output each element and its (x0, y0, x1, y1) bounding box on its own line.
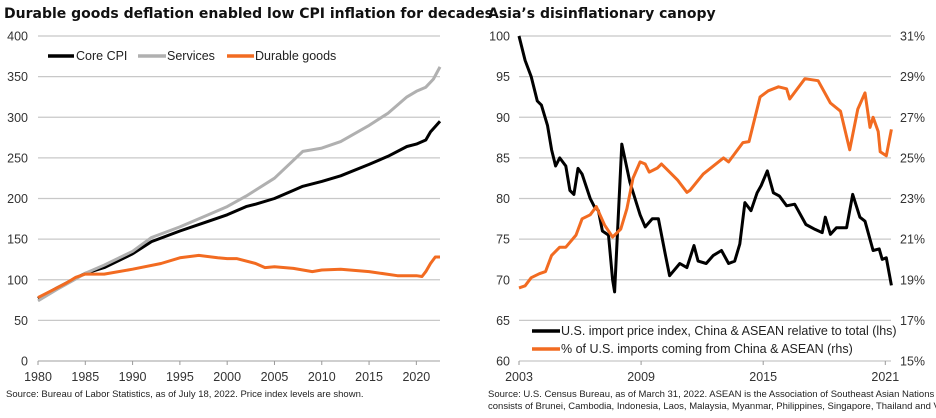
left-chart-title: Durable goods deflation enabled low CPI … (4, 6, 493, 22)
y-tick-label-100: 100 (7, 273, 28, 287)
right-y-tick-label-17: 17% (900, 314, 925, 328)
y-tick-label-200: 200 (7, 192, 28, 206)
right-source-note-line-1: Source: U.S. Census Bureau, as of March … (488, 389, 936, 400)
left-y-tick-label-90: 90 (496, 111, 510, 125)
right-y-tick-label-27: 27% (900, 111, 925, 125)
x-tick-label-2000: 2000 (213, 370, 241, 384)
left-y-tick-label-100: 100 (489, 30, 510, 44)
x-tick-label-2015: 2015 (749, 370, 777, 384)
y-tick-label-0: 0 (21, 355, 28, 369)
right-y-tick-label-31: 31% (900, 30, 925, 44)
legend-label-durable-goods: Durable goods (255, 49, 336, 63)
y-tick-label-350: 350 (7, 70, 28, 84)
left-y-tick-label-75: 75 (496, 233, 510, 247)
x-tick-label-2005: 2005 (261, 370, 289, 384)
x-tick-label-2021: 2021 (871, 370, 899, 384)
series-line-core-cpi (37, 120, 442, 300)
series-line-durable-goods (37, 253, 440, 299)
right-chart-title: Asia’s disinflationary canopy (488, 6, 716, 22)
left-y-tick-label-65: 65 (496, 314, 510, 328)
y-tick-label-150: 150 (7, 233, 28, 247)
legend-label-core-cpi: Core CPI (76, 49, 127, 63)
series-line-u-s-import-price-index-china-asean-relative-to-total-lhs (517, 35, 893, 294)
right-y-tick-label-15: 15% (900, 355, 925, 369)
y-tick-label-250: 250 (7, 151, 28, 165)
x-tick-label-2003: 2003 (505, 370, 533, 384)
x-tick-label-1990: 1990 (119, 370, 147, 384)
x-tick-label-1980: 1980 (24, 370, 52, 384)
right-y-tick-label-23: 23% (900, 192, 925, 206)
x-tick-label-2015: 2015 (355, 370, 383, 384)
x-tick-label-1995: 1995 (166, 370, 194, 384)
left-source-note: Source: Bureau of Labor Statistics, as o… (6, 389, 364, 400)
x-tick-label-2020: 2020 (402, 370, 430, 384)
y-tick-label-50: 50 (14, 314, 28, 328)
legend-label-import-price-index: U.S. import price index, China & ASEAN r… (561, 324, 897, 338)
legend-label-import-share: % of U.S. imports coming from China & AS… (561, 342, 853, 356)
series-line-services (37, 66, 442, 303)
left-y-tick-label-70: 70 (496, 273, 510, 287)
left-y-tick-label-95: 95 (496, 70, 510, 84)
left-series-lines (37, 66, 442, 303)
x-tick-label-2010: 2010 (308, 370, 336, 384)
left-y-tick-label-80: 80 (496, 192, 510, 206)
right-y-tick-label-29: 29% (900, 70, 925, 84)
legend-label-services: Services (167, 49, 215, 63)
y-tick-label-300: 300 (7, 111, 28, 125)
series-line-of-u-s-imports-coming-from-china-asean-rhs (518, 77, 893, 290)
right-y-tick-label-25: 25% (900, 151, 925, 165)
x-tick-label-2009: 2009 (627, 370, 655, 384)
y-tick-label-400: 400 (7, 30, 28, 44)
left-axis-ticks: 0 50 100 150 200 250 300 350 400 1980 1985 1990 1995… (7, 30, 430, 385)
right-y-tick-label-21: 21% (900, 233, 925, 247)
right-series-lines (517, 35, 893, 294)
right-gridlines (518, 35, 891, 365)
left-y-tick-label-85: 85 (496, 151, 510, 165)
left-y-tick-label-60: 60 (496, 355, 510, 369)
right-source-note-line-2: consists of Brunei, Cambodia, Indonesia,… (488, 401, 936, 412)
right-y-tick-label-19: 19% (900, 273, 925, 287)
right-axis-ticks: 60 15% 65 17% 70 19% 75 21% 80 23% 85 25% 90 27% 95 29%… (489, 30, 925, 385)
right-legend: U.S. import price index, China & ASEAN r… (532, 324, 897, 356)
left-legend: Core CPI Services Durable goods (48, 49, 336, 63)
x-tick-label-1985: 1985 (71, 370, 99, 384)
